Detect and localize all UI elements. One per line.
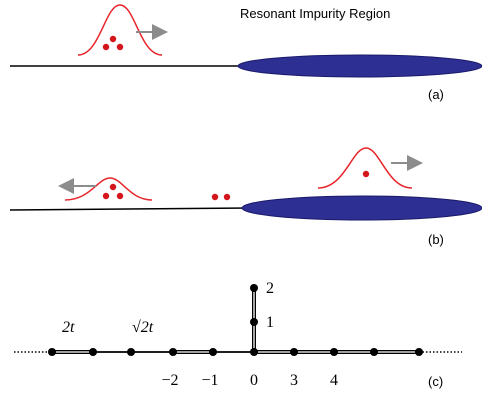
branch-label: 2 (266, 280, 274, 297)
particle (102, 43, 110, 51)
site-label: 4 (330, 372, 338, 389)
double-bond-gaps (52, 288, 419, 353)
branch-label: 1 (266, 314, 274, 331)
particle (223, 193, 231, 201)
site-label: −1 (201, 372, 218, 389)
site-label: −2 (161, 372, 178, 389)
wavepacket (64, 177, 153, 201)
double-bonds (52, 288, 419, 354)
panel-a: Resonant Impurity Region (a) (10, 4, 482, 102)
wavepacket (77, 4, 163, 56)
panel-label: (c) (428, 374, 443, 389)
impurity-region (237, 54, 482, 78)
wavepacket (317, 147, 413, 189)
panel-b: (b) (9, 147, 482, 247)
particle (109, 183, 117, 191)
site-labels: −2 −1 0 3 4 (161, 372, 338, 389)
bond-label: 2t (62, 319, 75, 336)
title: Resonant Impurity Region (240, 6, 390, 21)
panel-label: (b) (428, 232, 444, 247)
particle (362, 170, 370, 178)
lead (9, 207, 251, 211)
impurity-region (241, 195, 482, 221)
particle (116, 43, 124, 51)
site-label: 0 (250, 372, 258, 389)
panel-label: (a) (428, 87, 444, 102)
particle (211, 193, 219, 201)
particle (102, 192, 110, 200)
sites (48, 284, 423, 356)
particle (116, 192, 124, 200)
site-label: 3 (290, 372, 298, 389)
panel-c: 2t √2t −2 −1 0 3 4 2 1 (c) (14, 280, 462, 389)
particle (109, 35, 117, 43)
bond-label: √2t (132, 319, 154, 336)
